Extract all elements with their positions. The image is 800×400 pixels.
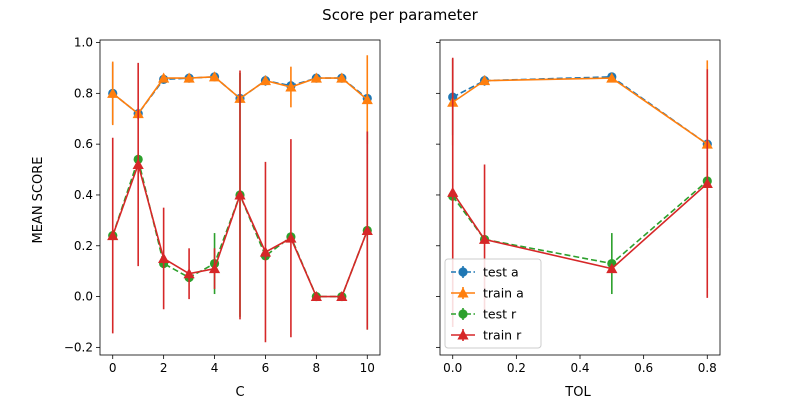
x-tick-label: 0.0 xyxy=(443,361,462,375)
x-tick-label: 4 xyxy=(211,361,219,375)
data-point xyxy=(310,72,322,83)
data-point xyxy=(336,290,348,302)
data-point xyxy=(478,233,491,244)
data-point xyxy=(310,290,322,302)
data-point xyxy=(478,75,491,86)
y-tick-label: 0.6 xyxy=(74,137,93,151)
legend-label: train a xyxy=(483,286,524,301)
data-point xyxy=(606,263,618,274)
data-point xyxy=(107,230,119,241)
y-tick-label: 1.0 xyxy=(74,36,93,50)
data-point xyxy=(259,75,272,86)
x-tick-label: 8 xyxy=(313,361,321,375)
y-tick-label: −0.2 xyxy=(64,340,93,354)
series-line-train-r xyxy=(452,182,708,270)
legend-item-test-r: test r xyxy=(451,307,517,322)
y-tick-label: 0.4 xyxy=(74,188,93,202)
data-point xyxy=(158,72,170,83)
data-point xyxy=(183,268,195,279)
legend-label: test a xyxy=(483,265,519,280)
legend-marker xyxy=(457,329,469,340)
y-tick-label: 0.8 xyxy=(74,86,93,100)
data-point xyxy=(701,177,713,189)
data-point xyxy=(336,72,348,83)
data-point xyxy=(259,246,272,257)
legend-marker xyxy=(457,287,469,298)
figure-title: Score per parameter xyxy=(322,6,478,24)
data-point xyxy=(107,87,119,98)
data-point xyxy=(361,94,373,105)
series-line-train-a xyxy=(452,77,708,145)
legend-label: test r xyxy=(483,307,517,322)
series-train-r xyxy=(107,62,373,343)
data-point xyxy=(208,71,221,82)
legend-label: train r xyxy=(483,328,522,343)
legend: test a train a test r train r xyxy=(444,258,542,349)
x-tick-label: 0.4 xyxy=(570,361,589,375)
y-tick-label: 0.2 xyxy=(74,239,93,253)
data-point xyxy=(285,81,297,92)
data-point xyxy=(606,72,618,83)
x-tick-label: 2 xyxy=(160,361,168,375)
legend-marker xyxy=(458,309,468,319)
chart-panel-tol: 0.0 0.2 0.4 0.6 0.8 xyxy=(436,39,721,375)
legend-item-test-a: test a xyxy=(451,265,519,280)
data-point xyxy=(234,189,246,200)
legend-marker xyxy=(458,267,468,277)
legend-item-train-a: train a xyxy=(451,286,524,301)
x-tick-label: 0.6 xyxy=(634,361,653,375)
x-axis-label-tol: TOL xyxy=(564,385,591,400)
legend-box xyxy=(444,258,542,349)
plot-frame xyxy=(99,39,381,356)
data-point xyxy=(183,72,195,83)
x-tick-label: 0 xyxy=(109,361,117,375)
data-point xyxy=(285,232,297,243)
chart-panel-c: 0 2 4 6 8 10 −0.2 0.0 0.2 0.4 0.6 0.8 1.0 xyxy=(64,36,381,375)
series-line-test-a xyxy=(452,76,708,145)
legend-item-train-r: train r xyxy=(451,328,522,343)
x-tick-label: 0.8 xyxy=(698,361,717,375)
data-point xyxy=(447,186,459,197)
data-point xyxy=(158,252,170,263)
series-test-a xyxy=(448,59,712,149)
x-tick-label: 0.2 xyxy=(507,361,526,375)
series-line-test-r xyxy=(452,180,708,265)
x-axis-label-c: C xyxy=(235,385,244,400)
data-point xyxy=(361,224,373,236)
data-point xyxy=(132,158,144,169)
series-train-a xyxy=(447,59,713,228)
y-tick-label: 0.0 xyxy=(74,290,93,304)
x-tick-label: 10 xyxy=(360,361,375,375)
data-point xyxy=(208,263,221,274)
x-tick-label: 6 xyxy=(262,361,270,375)
y-axis-label: MEAN SCORE xyxy=(31,157,46,244)
